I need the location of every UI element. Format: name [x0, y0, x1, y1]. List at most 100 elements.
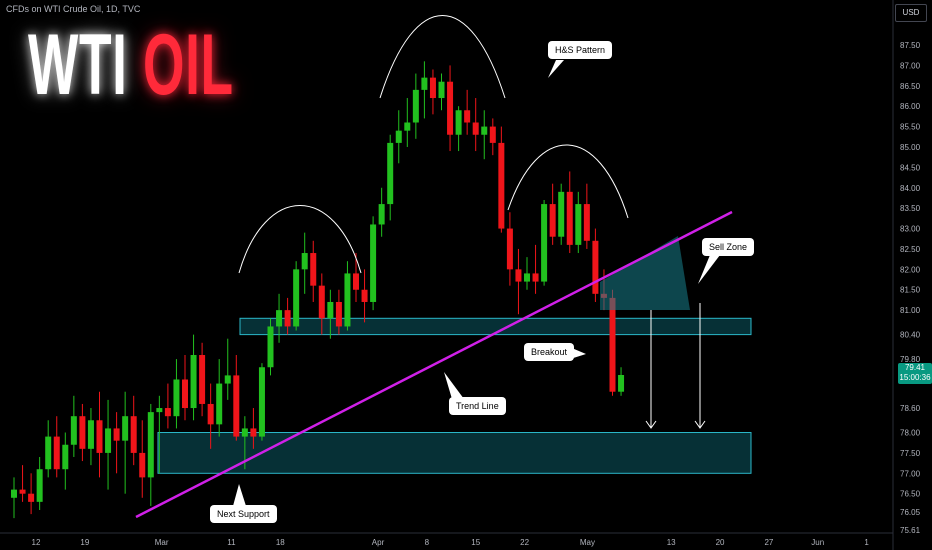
- candle-body: [130, 416, 137, 453]
- candle-body: [233, 375, 240, 437]
- x-tick-label: 27: [764, 538, 773, 547]
- candle-body: [28, 493, 35, 502]
- candle-body: [250, 428, 257, 437]
- chart-title-overlay: WTI OIL: [28, 22, 234, 108]
- candle: [301, 232, 308, 294]
- candle-body: [387, 142, 394, 205]
- candle: [11, 477, 17, 519]
- y-tick-label: 83.00: [900, 225, 921, 234]
- candle: [532, 244, 539, 294]
- lower-support-zone: [157, 432, 752, 474]
- chart-source-label: CFDs on WTI Crude Oil, 1D, TVC: [6, 4, 141, 14]
- candle-body: [472, 122, 479, 135]
- candle-body: [36, 469, 43, 502]
- candle-body: [301, 253, 308, 270]
- candle-body: [532, 273, 539, 282]
- candle: [318, 273, 325, 335]
- candle-body: [489, 126, 496, 143]
- candle-body: [224, 375, 231, 384]
- y-tick-label: 85.00: [900, 143, 921, 152]
- candle-body: [310, 253, 317, 286]
- candle-body: [558, 191, 565, 237]
- candle-body: [609, 297, 616, 392]
- y-tick-label: 77.50: [900, 449, 921, 458]
- candle-body: [105, 428, 112, 453]
- candle: [455, 106, 462, 152]
- candle: [87, 408, 94, 466]
- candle: [199, 342, 206, 417]
- candle: [62, 432, 69, 490]
- candle-body: [361, 289, 368, 302]
- x-tick-label: May: [580, 538, 595, 547]
- candle-body: [378, 204, 385, 225]
- x-tick-label: Jun: [811, 538, 824, 547]
- candle-body: [293, 269, 300, 327]
- candle: [276, 293, 283, 343]
- candle-body: [156, 408, 163, 413]
- x-tick-label: 11: [227, 538, 236, 547]
- x-tick-label: 1: [864, 538, 869, 547]
- candle-body: [207, 403, 214, 425]
- currency-button[interactable]: USD: [895, 4, 927, 22]
- candle: [498, 126, 505, 233]
- candle-body: [335, 301, 342, 327]
- candle: [395, 110, 402, 164]
- x-tick-label: 20: [716, 538, 725, 547]
- candle-body: [199, 355, 206, 404]
- candle-body: [173, 379, 180, 417]
- candle-body: [258, 367, 265, 437]
- x-tick-label: 12: [32, 538, 41, 547]
- candle-body: [113, 428, 120, 441]
- candle-body: [182, 379, 188, 409]
- y-tick-label: 86.50: [900, 82, 921, 91]
- candle-body: [11, 489, 17, 498]
- candle: [164, 383, 171, 429]
- candle-body: [506, 228, 513, 270]
- candle: [353, 253, 359, 302]
- y-tick-label: 76.05: [900, 508, 921, 517]
- candle: [36, 456, 43, 511]
- candle: [421, 61, 428, 119]
- candle: [258, 363, 265, 441]
- candle: [182, 355, 188, 421]
- candle-body: [575, 204, 582, 245]
- candle-body: [45, 436, 52, 470]
- candle: [45, 420, 52, 478]
- upper-support-zone: [239, 317, 752, 336]
- y-tick-label: 78.00: [900, 429, 921, 438]
- left-shoulder-arc: [238, 205, 362, 274]
- x-tick-label: 22: [520, 538, 529, 547]
- candle-body: [284, 310, 291, 327]
- candle-body: [438, 81, 445, 99]
- candle: [284, 297, 291, 335]
- candle-body: [549, 204, 556, 237]
- candle-body: [164, 408, 171, 417]
- sell-zone-callout: Sell Zone: [702, 238, 755, 256]
- candle: [267, 318, 274, 376]
- candle: [583, 183, 590, 249]
- candle-body: [70, 416, 77, 445]
- bar-countdown: 15:00:36: [899, 373, 931, 382]
- candle-body: [267, 326, 274, 368]
- hs-pattern-callout: H&S Pattern: [548, 41, 613, 59]
- y-tick-label: 84.50: [900, 163, 921, 172]
- candle-body: [344, 273, 351, 327]
- trend-line-pointer: [444, 372, 464, 399]
- candle: [327, 289, 334, 339]
- candle-body: [327, 301, 334, 319]
- last-price: 79.41: [904, 363, 926, 372]
- candle-body: [566, 191, 573, 245]
- candle-body: [139, 452, 146, 478]
- candle-body: [592, 240, 599, 294]
- candle: [541, 200, 548, 286]
- candle: [130, 395, 137, 466]
- candle-body: [455, 110, 462, 135]
- candle-body: [429, 77, 436, 99]
- candle: [250, 408, 257, 449]
- candle: [105, 399, 112, 490]
- candle-body: [583, 204, 590, 241]
- candle: [233, 355, 240, 441]
- target-arrowhead: [694, 420, 706, 429]
